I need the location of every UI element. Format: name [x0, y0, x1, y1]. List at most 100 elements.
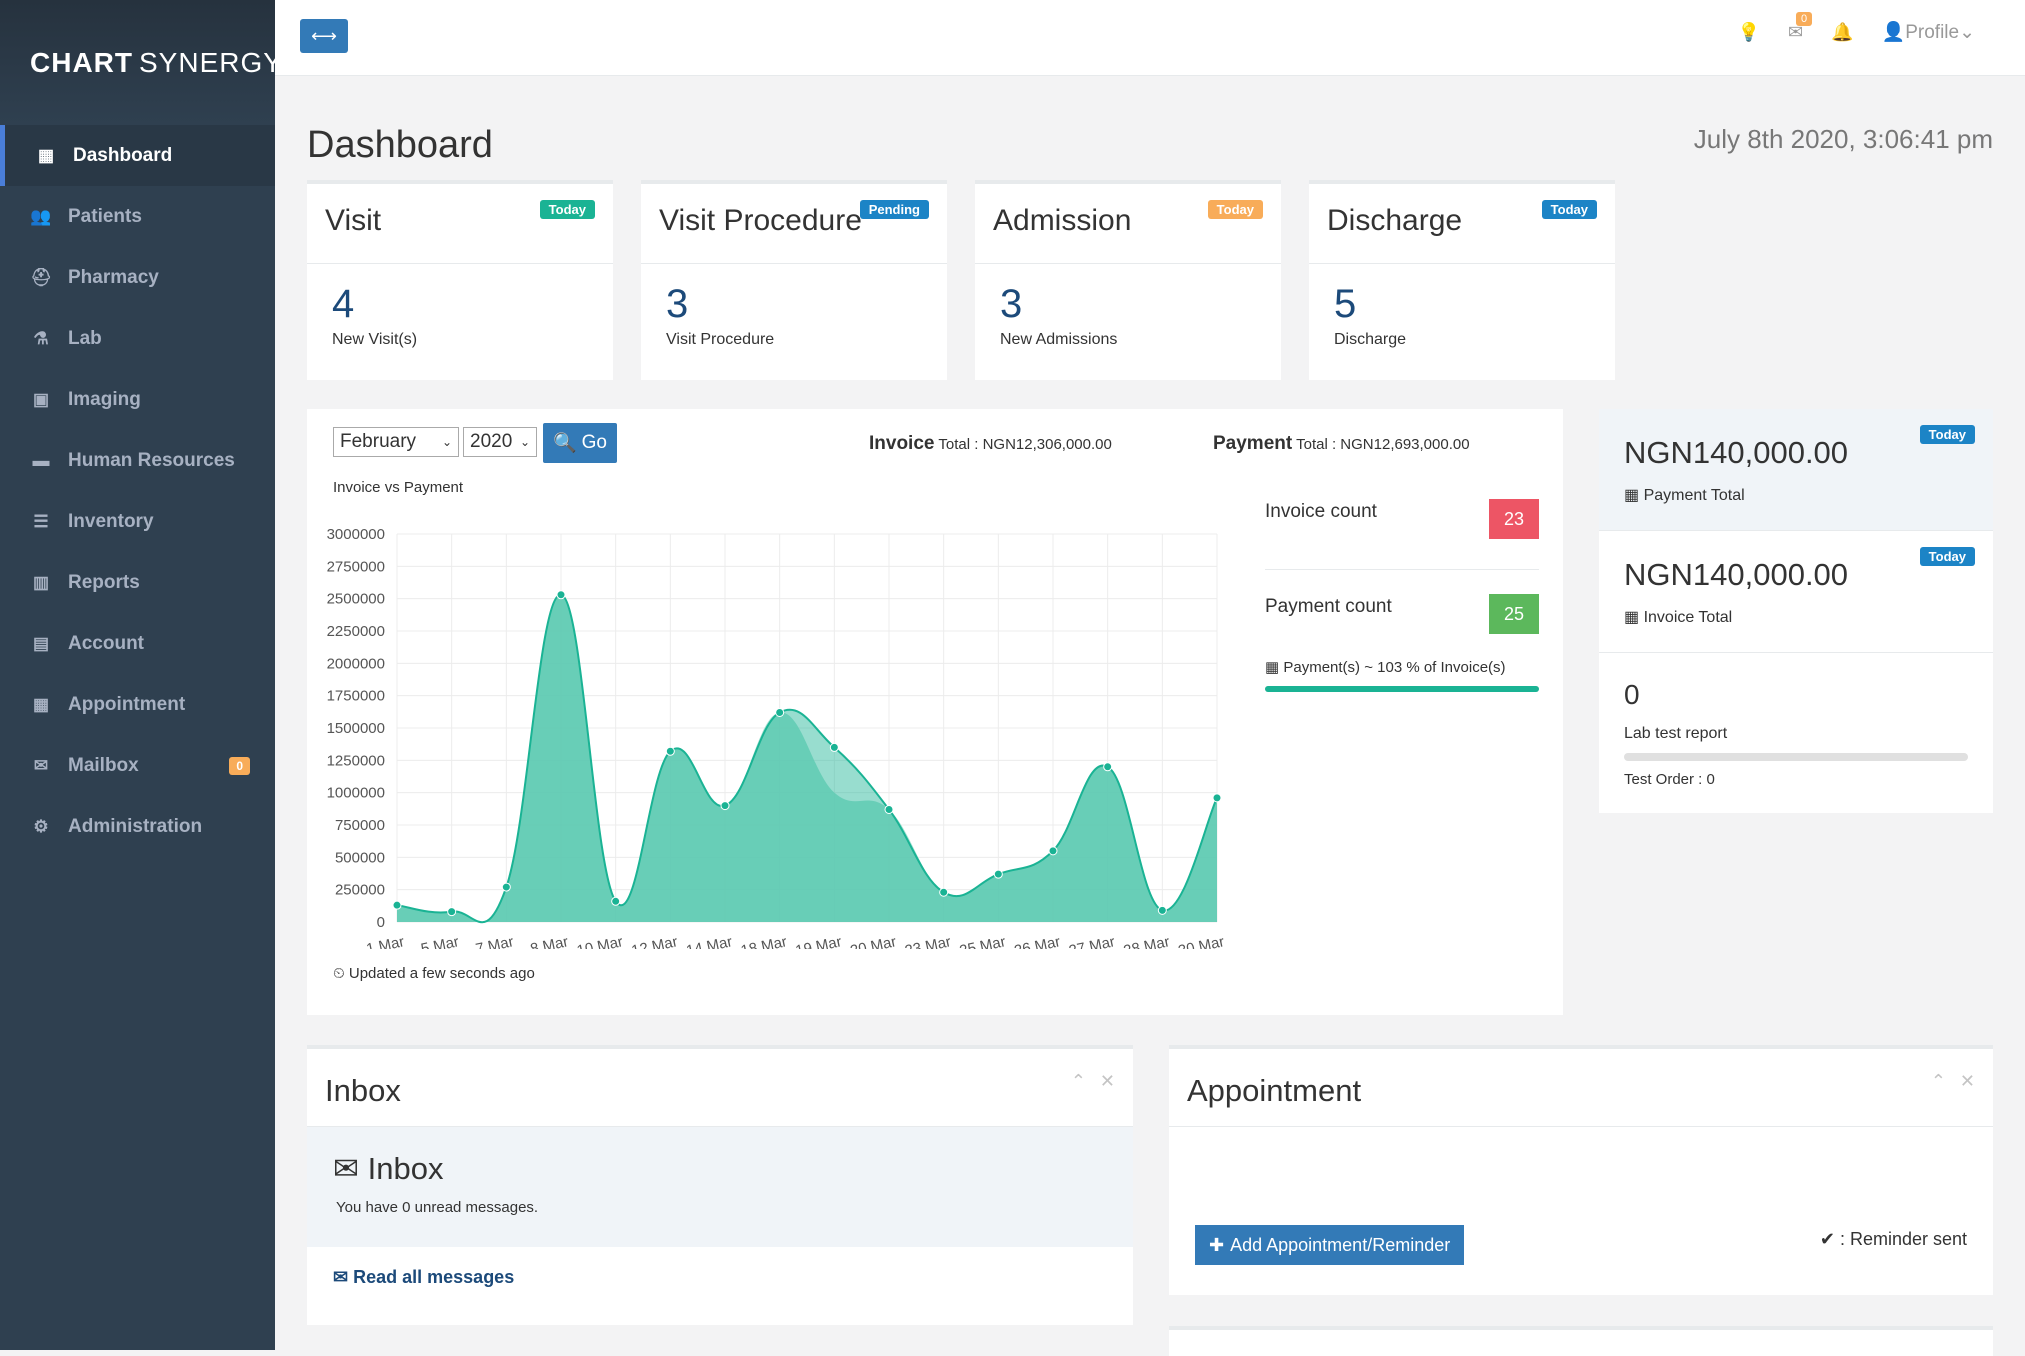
chevron-up-icon[interactable]: ⌃: [1930, 1071, 1946, 1091]
x-tick-label: 14 Mar: [685, 933, 734, 949]
check-icon: ✔: [1819, 1229, 1835, 1249]
chart-updated: ⏲ Updated a few seconds ago: [333, 965, 535, 982]
month-select[interactable]: February ⌄: [333, 427, 459, 457]
sidebar-item-account[interactable]: ▤ Account: [0, 613, 275, 674]
calendar-icon: ▦: [1265, 659, 1280, 676]
payment-total-label: Payment: [1213, 433, 1293, 454]
card-content: 3 New Admissions: [975, 264, 1281, 367]
card-subtitle: Discharge: [1334, 331, 1407, 348]
data-point: [720, 801, 730, 811]
count-stats: Invoice count 23 Payment count 25 ▦ Paym…: [1265, 499, 1539, 692]
close-icon[interactable]: ✕: [1959, 1071, 1975, 1091]
go-button[interactable]: 🔍 Go: [543, 423, 617, 463]
close-icon[interactable]: ✕: [1099, 1071, 1115, 1091]
card-value: 5: [1334, 282, 1357, 326]
card-admission: Admission Today 3 New Admissions: [975, 180, 1281, 380]
chevron-up-icon[interactable]: ⌃: [1070, 1071, 1086, 1091]
appointment-panel: Appointment ⌃ ✕ ✚ Add Appointment/Reminder…: [1169, 1045, 1993, 1295]
y-tick-label: 750000: [335, 817, 385, 834]
appointment-panel-title: Appointment: [1187, 1073, 1362, 1108]
next-panel: [1169, 1326, 1993, 1356]
card-header: Admission Today: [975, 184, 1281, 264]
lab-progress-bar: [1624, 753, 1968, 761]
x-tick-label: 7 Mar: [474, 933, 515, 949]
flask-icon: ⚗: [33, 328, 49, 348]
sidebar-item-imaging[interactable]: ▣ Imaging: [0, 369, 275, 430]
payment-ratio-fill: [1265, 686, 1539, 692]
card-title: Visit: [325, 204, 382, 237]
chevron-down-icon: ⌄: [519, 435, 530, 449]
card-subtitle: New Visit(s): [332, 331, 418, 348]
data-point: [665, 746, 675, 756]
year-value: 2020: [470, 431, 513, 452]
panel-controls: ⌃ ✕: [1931, 1071, 1975, 1092]
payment-count-row: Payment count 25: [1265, 594, 1539, 644]
add-appointment-button[interactable]: ✚ Add Appointment/Reminder: [1195, 1225, 1465, 1265]
sidebar-item-administration[interactable]: ⚙ Administration: [0, 796, 275, 857]
profile-dropdown[interactable]: 👤Profile⌄: [1882, 20, 1975, 44]
sidebar-toggle-button[interactable]: ⟷: [300, 19, 348, 53]
sidebar-item-human-resources[interactable]: ▬ Human Resources: [0, 430, 275, 491]
envelope-icon: ✉: [333, 1267, 349, 1287]
arrows-h-icon: ⟷: [311, 25, 337, 46]
lab-report-label: Lab test report: [1624, 725, 1728, 742]
x-tick-label: 8 Mar: [529, 933, 570, 949]
card-content: 5 Discharge: [1309, 264, 1615, 367]
card-discharge: Discharge Today 5 Discharge: [1309, 180, 1615, 380]
sidebar: CHART SYNERGY ▦ Dashboard 👥 Patients ⛑ Pharmac…: [0, 0, 282, 1350]
bell-icon[interactable]: 🔔: [1831, 21, 1854, 42]
invoice-total-label: Invoice: [869, 433, 935, 454]
sidebar-item-dashboard[interactable]: ▦ Dashboard: [0, 125, 275, 186]
read-all-link[interactable]: ✉ Read all messages: [307, 1247, 1133, 1308]
sidebar-item-label: Reports: [68, 571, 140, 593]
card-subtitle: Visit Procedure: [666, 331, 775, 348]
payment-total-caption-text: Payment Total: [1643, 487, 1745, 504]
x-tick-label: 28 Mar: [1122, 933, 1171, 949]
users-icon: 👥: [30, 206, 52, 226]
sidebar-item-label: Administration: [68, 815, 203, 837]
series-area: [397, 594, 1217, 923]
payment-today-badge: Today: [1919, 425, 1975, 444]
panel-controls: ⌃ ✕: [1071, 1071, 1115, 1092]
invoice-total-caption: ▦ Invoice Total: [1624, 607, 1968, 627]
lab-report-widget: 0 Lab test report Test Order : 0: [1599, 653, 1993, 813]
sidebar-item-lab[interactable]: ⚗ Lab: [0, 308, 275, 369]
updated-text: Updated a few seconds ago: [348, 965, 535, 982]
brand-logo[interactable]: CHART SYNERGY: [0, 0, 282, 125]
card-badge: Today: [539, 200, 595, 219]
list-icon: ☰: [33, 511, 49, 531]
sidebar-item-inventory[interactable]: ☰ Inventory: [0, 491, 275, 552]
sidebar-item-patients[interactable]: 👥 Patients: [0, 186, 275, 247]
sidebar-item-appointment[interactable]: ▦ Appointment: [0, 674, 275, 735]
clock-icon: ⏲: [333, 965, 345, 982]
x-tick-label: 12 Mar: [630, 933, 679, 949]
sidebar-item-reports[interactable]: ▥ Reports: [0, 552, 275, 613]
cogs-icon: ⚙: [33, 816, 49, 836]
data-point: [829, 742, 839, 752]
briefcase-medical-icon: ⛑: [30, 267, 52, 287]
invoice-total-caption-text: Invoice Total: [1643, 609, 1733, 626]
card-badge: Pending: [859, 200, 929, 219]
invoice-total-amount: NGN140,000.00: [1624, 557, 1849, 592]
series-area: [397, 594, 1217, 923]
profile-label: Profile: [1905, 22, 1960, 43]
data-point: [1048, 846, 1058, 856]
card-badge: Today: [1541, 200, 1597, 219]
page-title: Dashboard: [307, 124, 493, 166]
sidebar-item-mailbox[interactable]: ✉ Mailbox 0: [0, 735, 275, 796]
x-tick-label: 1 Mar: [365, 933, 406, 949]
card-content: 4 New Visit(s): [307, 264, 613, 367]
card-title: Discharge: [1327, 204, 1463, 237]
payment-ratio: ▦ Payment(s) ~ 103 % of Invoice(s): [1265, 658, 1539, 676]
data-point: [775, 707, 785, 717]
brand-light: SYNERGY: [139, 46, 283, 78]
sidebar-item-label: Patients: [68, 205, 142, 227]
lightbulb-icon[interactable]: 💡: [1737, 21, 1761, 42]
card-title: Visit Procedure: [659, 204, 862, 237]
card-value: 3: [666, 282, 689, 326]
sidebar-item-pharmacy[interactable]: ⛑ Pharmacy: [0, 247, 275, 308]
y-tick-label: 1500000: [327, 720, 385, 737]
envelope-icon[interactable]: ✉ 0: [1788, 11, 1813, 43]
year-select[interactable]: 2020 ⌄: [463, 427, 537, 457]
invoice-count-value: 23: [1489, 499, 1539, 539]
